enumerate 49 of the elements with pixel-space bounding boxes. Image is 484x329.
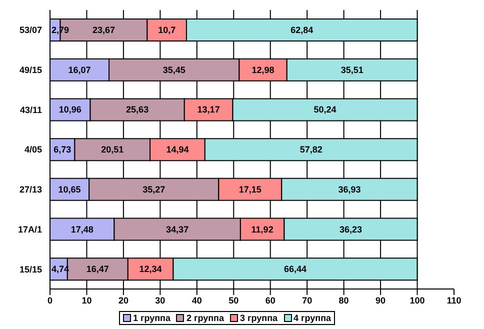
- data-label: 35,51: [340, 64, 364, 75]
- x-tick-label: 50: [228, 295, 239, 306]
- data-label: 12,98: [252, 64, 274, 75]
- x-tick-label: 80: [338, 295, 349, 306]
- data-label: 6,73: [54, 144, 72, 155]
- y-tick-label: 17A/1: [18, 224, 42, 234]
- x-tick-label: 20: [118, 295, 128, 306]
- x-tick-label: 10: [82, 295, 92, 306]
- data-label: 57,82: [300, 144, 322, 155]
- y-tick-label: 27/13: [19, 184, 42, 195]
- x-tick-label: 30: [155, 295, 166, 306]
- x-tick-label: 70: [302, 295, 312, 306]
- y-tick-label: 43/11: [20, 104, 42, 115]
- legend-label: 2 группа: [185, 313, 224, 323]
- data-label: 36,93: [338, 184, 361, 194]
- data-label: 17,15: [238, 184, 262, 194]
- legend-label: 1 группа: [132, 313, 170, 323]
- legend-label: 4 группа: [292, 313, 332, 323]
- legend-label: 3 группа: [239, 313, 278, 323]
- data-label: 10,7: [158, 25, 176, 35]
- data-label: 20,51: [101, 144, 124, 155]
- x-tick-label: 40: [192, 295, 202, 306]
- data-label: 10,96: [58, 104, 82, 115]
- x-tick-label: 0: [47, 295, 53, 306]
- data-label: 34,37: [166, 224, 189, 234]
- x-tick-label: 100: [410, 295, 425, 306]
- data-label: 50,24: [314, 104, 336, 115]
- x-tick-label: 90: [376, 295, 386, 306]
- data-label: 12,34: [139, 264, 162, 274]
- x-tick-label: 60: [265, 295, 276, 306]
- data-label: 35,27: [142, 184, 166, 194]
- data-label: 62,84: [290, 25, 314, 35]
- data-label: 25,63: [126, 104, 149, 115]
- data-label: 23,67: [92, 25, 115, 35]
- data-label: 14,94: [166, 144, 189, 155]
- data-label: 35,45: [162, 64, 186, 75]
- x-tick-label: 110: [446, 295, 462, 306]
- data-label: 16,07: [68, 64, 91, 75]
- data-label: 11,92: [251, 224, 274, 234]
- data-label: 16,47: [86, 264, 109, 274]
- data-label: 36,23: [339, 224, 362, 234]
- data-label: 10,65: [58, 184, 81, 194]
- y-tick-label: 49/15: [19, 64, 42, 75]
- data-label: 17,48: [70, 224, 94, 234]
- y-tick-label: 15/15: [19, 264, 42, 274]
- data-label: 13,17: [197, 104, 220, 115]
- y-tick-label: 4/05: [24, 144, 42, 155]
- data-label: 66,44: [284, 264, 306, 274]
- y-tick-label: 53/07: [19, 25, 42, 36]
